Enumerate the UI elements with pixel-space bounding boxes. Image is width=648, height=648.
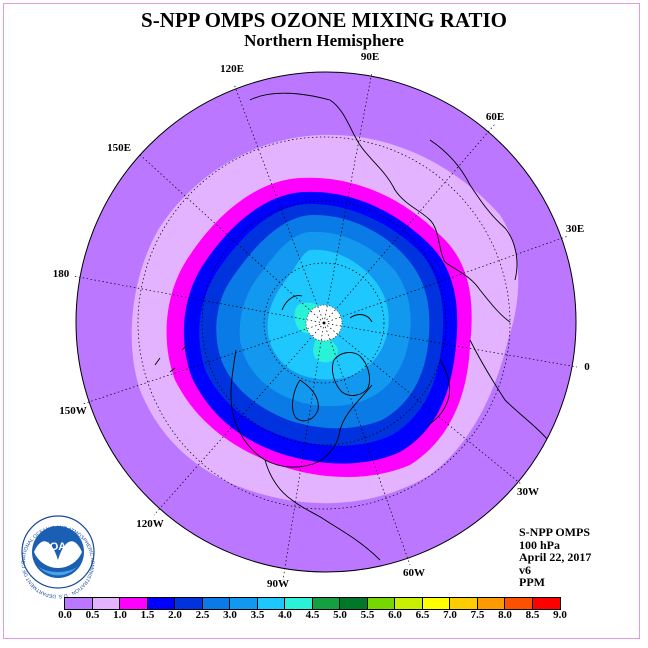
colorbar-swatch-2.5-3.0 bbox=[202, 598, 230, 609]
pressure-level-label: 100 hPa bbox=[519, 537, 561, 552]
coast-europe-atlantic bbox=[469, 339, 549, 441]
colorbar-swatch-1.0-1.5 bbox=[120, 598, 148, 609]
colorbar bbox=[64, 597, 561, 610]
no-data-dots bbox=[305, 304, 343, 342]
colorbar-tick-label: 8.5 bbox=[525, 609, 540, 621]
coast-hudson-bay bbox=[292, 379, 319, 422]
colorbar-tick-label: 4.5 bbox=[305, 609, 320, 621]
noaa-logo-bird bbox=[34, 541, 82, 569]
units-label: PPM bbox=[519, 575, 545, 589]
colorbar-tick-label: 0.0 bbox=[58, 609, 72, 621]
meridian-90w bbox=[282, 322, 325, 581]
colorbar-tick-label: 1.5 bbox=[140, 609, 155, 621]
ozone-band-4.0-4.5-b bbox=[313, 337, 338, 363]
coast-eurasia-north bbox=[249, 92, 511, 323]
lon-label-120e: 120E bbox=[220, 63, 244, 75]
colorbar-swatch-4.0-4.5 bbox=[285, 598, 313, 609]
colorbar-swatch-4.5-5.0 bbox=[312, 598, 340, 609]
lon-label-180: 180 bbox=[52, 268, 70, 280]
instrument-label: S-NPP OMPS bbox=[519, 525, 590, 539]
colorbar-tick-label: 3.0 bbox=[223, 609, 237, 621]
colorbar-tick-label: 1.0 bbox=[113, 609, 127, 621]
colorbar-swatch-3.0-3.5 bbox=[230, 598, 258, 609]
colorbar-swatch-2.0-2.5 bbox=[175, 598, 203, 609]
parallel-30n bbox=[137, 136, 511, 510]
colorbar-tick-label: 2.0 bbox=[168, 609, 182, 621]
coast-asia-east bbox=[429, 139, 518, 281]
colorbar-ticks: 0.0 0.5 1.0 1.5 2.0 2.5 3.0 3.5 4.0 4.5 5.0 5.5 6.0 6… bbox=[0, 609, 648, 625]
lon-label-90w: 90W bbox=[267, 578, 289, 590]
noaa-logo-disc bbox=[32, 526, 84, 578]
date-label: April 22, 2017 bbox=[519, 550, 592, 564]
meridian-180 bbox=[72, 275, 325, 324]
colorbar-tick-label: 0.5 bbox=[85, 609, 100, 621]
colorbar-swatch-8.0-8.5 bbox=[505, 598, 533, 609]
meridian-0 bbox=[323, 322, 578, 368]
colorbar-tick-label: 4.0 bbox=[278, 609, 292, 621]
meridian-120e bbox=[233, 83, 325, 324]
lon-label-150w: 150W bbox=[59, 405, 87, 417]
lon-label-60e: 60E bbox=[485, 111, 505, 123]
colorbar-tick-label: 8.0 bbox=[498, 609, 512, 621]
coast-aleutians bbox=[154, 345, 187, 373]
colorbar-tick-label: 6.5 bbox=[415, 609, 430, 621]
colorbar-tick-label: 5.5 bbox=[360, 609, 375, 621]
colorbar-tick-label: 7.5 bbox=[470, 609, 485, 621]
coastlines bbox=[154, 92, 549, 561]
meridian-120w bbox=[153, 322, 325, 516]
colorbar-tick-label: 5.0 bbox=[333, 609, 347, 621]
colorbar-swatch-0.5-1.0 bbox=[92, 598, 120, 609]
noaa-logo-text: NOAA bbox=[42, 541, 74, 553]
colorbar-swatch-0.0-0.5 bbox=[65, 598, 93, 609]
meridian-60w bbox=[323, 322, 411, 566]
colorbar-tick-label: 7.0 bbox=[443, 609, 457, 621]
colorbar-swatch-6.5-7.0 bbox=[422, 598, 450, 609]
globe-boundary bbox=[75, 71, 577, 573]
parallel-50n bbox=[201, 200, 447, 446]
coast-central-america bbox=[264, 459, 381, 561]
coast-scandinavia bbox=[427, 359, 451, 426]
colorbar-swatch-1.5-2.0 bbox=[147, 598, 175, 609]
colorbar-tick-label: 2.5 bbox=[195, 609, 210, 621]
lon-label-30e: 30E bbox=[565, 223, 585, 235]
graticule bbox=[72, 71, 578, 581]
version-label: v6 bbox=[519, 562, 531, 577]
parallel-70n bbox=[263, 262, 385, 384]
colorbar-swatch-5.0-5.5 bbox=[340, 598, 368, 609]
colorbar-swatch-3.5-4.0 bbox=[257, 598, 285, 609]
colorbar-swatch-5.5-6.0 bbox=[367, 598, 395, 609]
coast-north-america bbox=[230, 349, 373, 468]
map-subtitle: Northern Hemisphere bbox=[244, 31, 404, 50]
colorbar-swatch-8.5-9.0 bbox=[532, 598, 560, 609]
colorbar-tick-label: 9.0 bbox=[553, 609, 567, 621]
noaa-logo-wave bbox=[38, 566, 78, 576]
lon-label-90e: 90E bbox=[360, 51, 380, 63]
lon-label-30w: 30W bbox=[517, 486, 539, 498]
meridian-30w bbox=[323, 322, 522, 485]
lon-label-60w: 60W bbox=[403, 567, 425, 579]
coast-arctic-islands bbox=[281, 295, 373, 323]
figure-frame bbox=[3, 3, 640, 639]
meridian-90e bbox=[323, 71, 373, 324]
colorbar-tick-label: 6.0 bbox=[388, 609, 402, 621]
colorbar-swatch-7.5-8.0 bbox=[477, 598, 505, 609]
coast-greenland bbox=[331, 352, 371, 396]
map-title: S-NPP OMPS OZONE MIXING RATIO bbox=[141, 8, 507, 32]
colorbar-swatch-6.0-6.5 bbox=[395, 598, 423, 609]
lon-label-0: 0 bbox=[584, 361, 590, 373]
product-info: S-NPP OMPS 100 hPa April 22, 2017 v6 PPM bbox=[519, 526, 591, 589]
lon-label-120w: 120W bbox=[136, 518, 164, 530]
colorbar-tick-label: 3.5 bbox=[250, 609, 265, 621]
lon-label-150e: 150E bbox=[107, 142, 131, 154]
colorbar-swatch-7.0-7.5 bbox=[450, 598, 478, 609]
